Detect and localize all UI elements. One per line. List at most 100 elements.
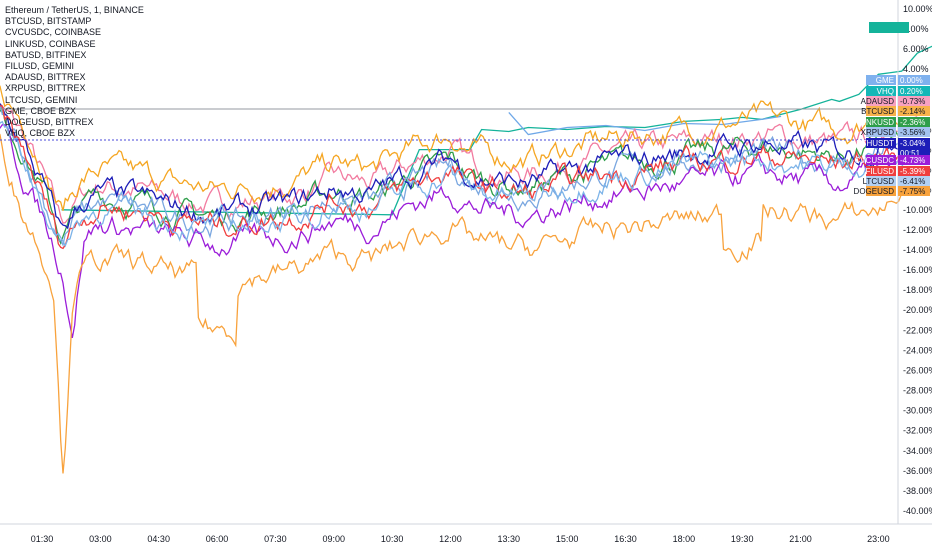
y-tick-label: -18.00% <box>903 285 932 295</box>
tag-value-bg <box>898 106 930 116</box>
y-tick-label: -34.00% <box>903 446 932 456</box>
tag-value-bg <box>898 186 930 196</box>
tag-label-bg <box>866 127 896 137</box>
series-line-linkusd <box>0 105 918 245</box>
price-tag: BTCUSD -2.14% <box>861 106 930 116</box>
series-line-btcusd <box>0 85 918 211</box>
x-tick-label: 16:30 <box>614 534 637 544</box>
price-tag: FILUSD -5.39% <box>866 166 930 176</box>
legend-item[interactable]: LINKUSD, COINBASE <box>5 38 96 49</box>
legend-item[interactable]: LTCUSD, GEMINI <box>5 94 78 105</box>
tag-value: -3.56% <box>900 128 925 137</box>
series-line-adausd <box>0 105 918 224</box>
tag-label: LTCUSD <box>863 177 895 186</box>
tag-value: -5.39% <box>900 167 925 176</box>
tag-value-bg <box>898 155 930 165</box>
tag-value-bg <box>898 176 930 186</box>
tag-value-bg <box>898 117 930 127</box>
price-tag: XRPUSD -3.56% <box>861 127 930 137</box>
legend-title: Ethereum / TetherUS, 1, BINANCE <box>5 5 144 15</box>
x-tick-label: 07:30 <box>264 534 287 544</box>
tag-value-bg <box>898 138 930 148</box>
tag-value: -2.14% <box>900 107 925 116</box>
price-tag: VHQ 0.20% <box>866 86 930 96</box>
series-line-ltcusd <box>0 120 918 248</box>
tag-value: -4.73% <box>900 156 925 165</box>
y-tick-label: 10.00% <box>903 4 932 14</box>
x-tick-label: 13:30 <box>498 534 521 544</box>
legend-item[interactable]: DOGEUSD, BITTREX <box>5 117 94 128</box>
y-tick-label: -26.00% <box>903 365 932 375</box>
x-tick-label: 03:00 <box>89 534 112 544</box>
y-tick-label: -32.00% <box>903 426 932 436</box>
legend-item[interactable]: BATUSD, BITFINEX <box>5 49 87 60</box>
series-line-ethusdt <box>0 103 918 230</box>
x-tick-label: 18:00 <box>673 534 696 544</box>
tag-value-bg <box>898 148 930 158</box>
price-tag: DOGEUSD -7.75% <box>854 186 930 196</box>
legend-item[interactable]: ADAUSD, BITTREX <box>5 72 86 83</box>
y-tick-label: 8.00% <box>903 24 929 34</box>
tag-value: -6.41% <box>900 177 925 186</box>
tag-value: -7.75% <box>900 187 925 196</box>
series-line-gme <box>61 45 932 216</box>
x-tick-label: 09:00 <box>322 534 345 544</box>
tag-label-bg <box>866 106 896 116</box>
tag-label: ETHUSDT <box>856 139 894 148</box>
tag-label: XRPUSD <box>861 128 895 137</box>
tag-value-bg <box>898 127 930 137</box>
tag-label: BTCUSD <box>861 107 894 116</box>
x-tick-label: 12:00 <box>439 534 462 544</box>
y-tick-label: -22.00% <box>903 325 932 335</box>
price-tag: CVCUSDC -4.73% <box>854 155 930 165</box>
tag-label-bg <box>866 166 896 176</box>
x-tick-label: 23:00 <box>867 534 890 544</box>
series-line-cvcusdc <box>0 124 918 339</box>
series-line-vhq <box>508 111 782 136</box>
x-tick-label: 21:00 <box>789 534 812 544</box>
price-tag: 00:51 <box>898 148 930 158</box>
tag-value: -2.36% <box>900 118 925 127</box>
tag-label: CVCUSDC <box>854 156 894 165</box>
tag-value-bg <box>898 86 930 96</box>
tag-value-bg <box>898 75 930 85</box>
y-tick-label: -12.00% <box>903 225 932 235</box>
y-tick-label: -24.00% <box>903 345 932 355</box>
legend-item[interactable]: VHQ, CBOE BZX <box>5 128 76 139</box>
legend-item[interactable]: CVCUSDC, COINBASE <box>5 27 102 38</box>
legend-item[interactable]: FILUSD, GEMINI <box>5 61 75 72</box>
legend-item[interactable]: GME, CBOE BZX <box>5 105 77 116</box>
series-line-dogeusd <box>0 133 918 474</box>
y-tick-label: -28.00% <box>903 386 932 396</box>
y-tick-label: -16.00% <box>903 265 932 275</box>
gme-current-tag <box>869 22 909 33</box>
price-tag: GME 0.00% <box>866 75 930 85</box>
tag-label: GME <box>876 76 894 85</box>
legend-item[interactable]: XRPUSD, BITTREX <box>5 83 86 94</box>
series-line-filusd <box>0 104 918 250</box>
x-tick-label: 06:00 <box>206 534 229 544</box>
tag-label-bg <box>866 96 896 106</box>
x-tick-label: 10:30 <box>381 534 404 544</box>
y-tick-label: 6.00% <box>903 44 929 54</box>
tag-label: VHQ <box>877 87 894 96</box>
price-tag: ETHUSDT -3.04% <box>856 138 930 148</box>
y-tick-label: -36.00% <box>903 466 932 476</box>
x-tick-label: 01:30 <box>31 534 54 544</box>
x-tick-label: 04:30 <box>147 534 170 544</box>
y-tick-label: -20.00% <box>903 305 932 315</box>
legend-item[interactable]: BTCUSD, BITSTAMP <box>5 16 92 27</box>
series-tags: GME 0.00% VHQ 0.20% ADAUSD -0.73% BTCUSD -2.14%… <box>854 75 930 196</box>
tag-label-bg <box>866 176 896 186</box>
tag-value: 00:51 <box>900 149 921 158</box>
tag-value: 0.00% <box>900 76 923 85</box>
y-tick-label: -14.00% <box>903 245 932 255</box>
y-tick-label: -40.00% <box>903 506 932 516</box>
tag-value: 0.20% <box>900 87 923 96</box>
x-tick-label: 19:30 <box>731 534 754 544</box>
tag-label-bg <box>866 117 896 127</box>
x-tick-label: 15:00 <box>556 534 579 544</box>
y-tick-label: -38.00% <box>903 486 932 496</box>
tag-label-bg <box>866 138 896 148</box>
